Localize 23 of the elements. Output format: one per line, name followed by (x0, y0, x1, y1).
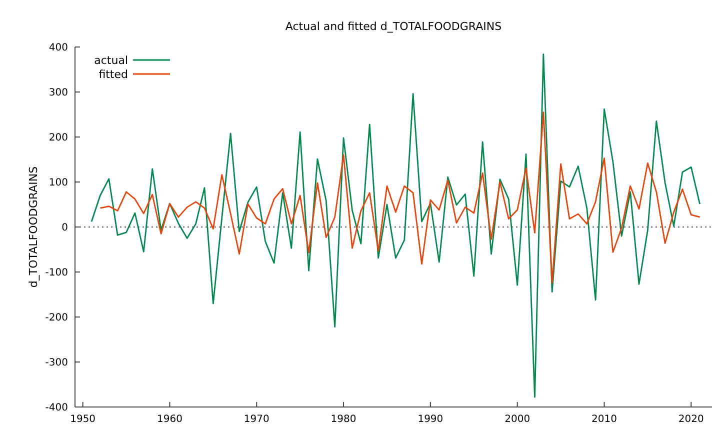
chart-title: Actual and fitted d_TOTALFOODGRAINS (285, 20, 502, 33)
x-tick-label: 2000 (504, 414, 530, 425)
y-axis-title: d_TOTALFOODGRAINS (27, 166, 40, 288)
y-tick-label: 100 (48, 178, 68, 188)
y-tick-label: 200 (48, 132, 68, 144)
legend-label: fitted (98, 68, 128, 81)
y-tick-label: -400 (45, 402, 68, 414)
x-tick-label: 1990 (418, 414, 444, 425)
x-tick-label: 1950 (70, 414, 96, 425)
y-tick-label: -200 (45, 312, 68, 324)
y-tick-label: 400 (48, 42, 68, 54)
x-tick-label: 2010 (592, 414, 617, 425)
y-tick-label: 0 (62, 222, 68, 234)
legend-label: actual (94, 54, 128, 67)
y-tick-label: 300 (48, 88, 68, 98)
x-tick-label: 1960 (157, 414, 182, 425)
line-series (100, 112, 701, 284)
x-tick-label: 1980 (330, 414, 356, 425)
x-tick-label: 1970 (244, 414, 270, 425)
y-tick-label: -100 (45, 268, 68, 278)
y-tick-label: -300 (45, 358, 68, 368)
x-tick-label: 2020 (678, 414, 704, 425)
line-series (90, 54, 701, 398)
